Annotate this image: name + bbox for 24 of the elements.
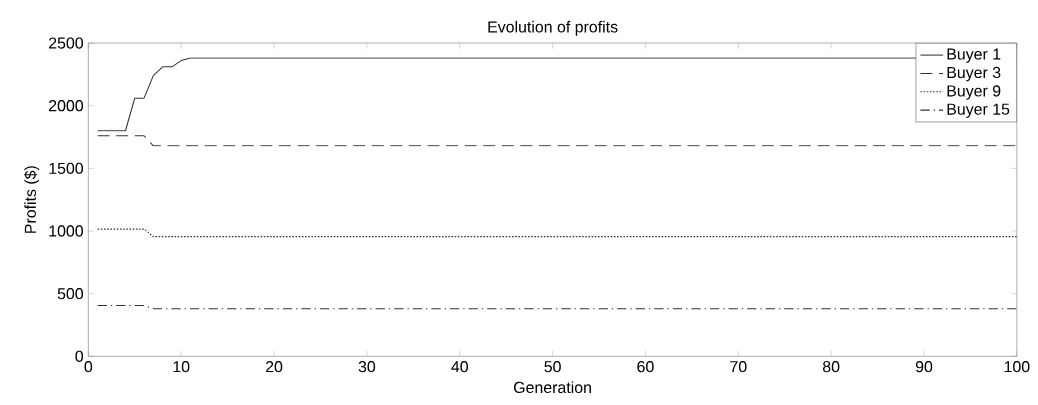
x-tick-label: 70 <box>730 361 747 373</box>
y-axis-title: Profits ($) <box>24 166 40 233</box>
x-tick-label: 50 <box>544 361 561 373</box>
x-tick-label: 90 <box>915 361 933 373</box>
x-tick-label: 0 <box>84 361 93 373</box>
y-tick-label: 2000 <box>49 100 84 112</box>
x-tick-label: 60 <box>637 361 654 373</box>
legend-label: Buyer 1 <box>947 48 1001 63</box>
y-tick-label: 1000 <box>49 225 84 237</box>
x-tick-label: 30 <box>358 361 376 373</box>
legend-label: Buyer 9 <box>947 85 1001 100</box>
x-tick-label: 20 <box>265 361 283 373</box>
x-tick-label: 100 <box>1004 361 1030 373</box>
chart-title: Evolution of profits <box>488 20 618 36</box>
x-axis-title: Generation <box>514 381 591 394</box>
x-tick-label: 80 <box>822 361 840 373</box>
y-tick-label: 1500 <box>49 162 84 174</box>
y-tick-label: 0 <box>75 350 84 362</box>
legend-label: Buyer 3 <box>947 66 1001 82</box>
y-tick-label: 500 <box>57 288 84 300</box>
x-tick-label: 10 <box>173 361 190 373</box>
y-tick-label: 2500 <box>49 37 84 49</box>
legend-label: Buyer 15 <box>947 103 1010 118</box>
x-tick-label: 40 <box>451 361 468 373</box>
